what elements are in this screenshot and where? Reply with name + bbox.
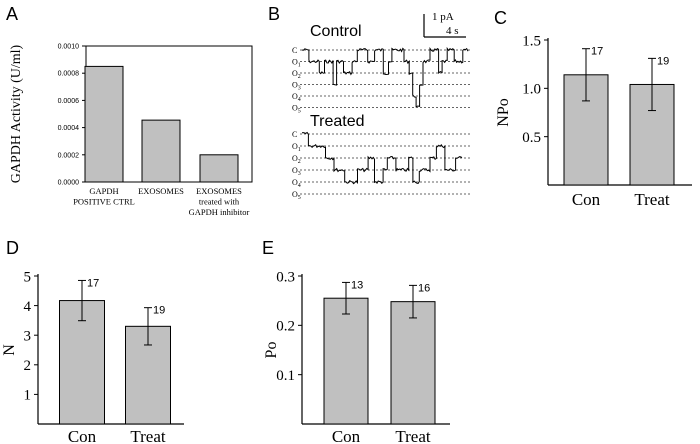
panel-letter-e: E — [262, 238, 274, 258]
panel-c-bar — [629, 83, 675, 186]
control-level-label: O5 — [292, 104, 301, 115]
panel-d-ytick-label: 3 — [24, 328, 32, 344]
panel-letter-c: C — [494, 8, 507, 28]
panel-d-ylabel: N — [1, 344, 18, 356]
panel-a-ytick-label: 0.0008 — [58, 71, 80, 78]
panel-c-ytick-label: 0.5 — [522, 130, 541, 146]
control-level-label: O2 — [292, 69, 301, 80]
panel-d-ytick-label: 5 — [24, 269, 32, 285]
panel-a-ytick-label: 0.0002 — [58, 152, 80, 159]
panel-letter-b: B — [268, 4, 280, 24]
panel-a-category-label: GAPDH — [89, 186, 118, 196]
panel-a-bar — [141, 119, 181, 183]
control-level-label: C — [292, 46, 297, 55]
panel-a-chart: 0.0000 0.0002 0.0004 0.0006 0.0008 0.0010 GAPD… — [9, 43, 253, 217]
panel-d-category-label: Con — [68, 427, 97, 444]
panel-a-ytick-label: 0.0000 — [58, 179, 80, 186]
panel-e-n-label: 16 — [418, 282, 430, 294]
panel-e-chart: 0.1 0.2 0.3 Po 13 Con 16 Treat — [263, 269, 450, 444]
bar-charts: 0.0000 0.0002 0.0004 0.0006 0.0008 0.0010 GAPD… — [1, 33, 692, 444]
panel-c-n-label: 17 — [591, 46, 603, 58]
panel-c-chart: 0.5 1.0 1.5 NPo 17 Con 19 Treat — [495, 33, 692, 209]
panel-a-ytick-label: 0.0006 — [58, 98, 80, 105]
panel-e-ytick-label: 0.3 — [276, 269, 295, 285]
panel-a-bar — [199, 154, 239, 183]
control-level-label: O1 — [292, 58, 301, 69]
panel-a-ytick-label: 0.0004 — [58, 125, 80, 132]
treated-trace — [301, 131, 463, 185]
treated-level-label: O5 — [292, 190, 301, 201]
panel-d-ytick-label: 2 — [24, 358, 32, 374]
panel-e-ylabel: Po — [263, 342, 280, 359]
panel-d-n-label: 17 — [87, 277, 99, 289]
scale-time-label: 4 s — [446, 25, 459, 37]
panel-e-bar — [390, 301, 436, 425]
panel-d-category-label: Treat — [130, 427, 166, 444]
control-trace — [301, 46, 469, 108]
control-level-label: O4 — [292, 92, 301, 103]
panel-a-category-label: EXOSOMES — [196, 186, 242, 196]
treated-level-label: O2 — [292, 154, 301, 165]
panel-c-category-label: Treat — [634, 190, 670, 209]
panel-e-ytick-label: 0.2 — [276, 319, 295, 335]
panel-e-ytick-label: 0.1 — [276, 368, 295, 384]
panel-d-ytick-label: 4 — [24, 299, 32, 315]
panel-a-category-label: GAPDH inhibitor — [189, 207, 250, 217]
panel-c-n-label: 19 — [657, 55, 669, 67]
scale-current-label: 1 pA — [432, 11, 454, 23]
treated-level-label: O4 — [292, 178, 301, 189]
treated-level-label: O3 — [292, 166, 301, 177]
treated-level-label: O1 — [292, 142, 301, 153]
control-level-label: O3 — [292, 81, 301, 92]
panel-c-ytick-label: 1.0 — [522, 82, 541, 98]
panel-e-bar — [323, 297, 369, 425]
control-label: Control — [310, 23, 362, 40]
panel-e-category-label: Treat — [395, 427, 431, 444]
panel-c-ytick-label: 1.5 — [522, 33, 541, 49]
treated-label: Treated — [310, 113, 365, 130]
panel-a-category-label: treated with — [199, 197, 240, 207]
panel-e-n-label: 13 — [351, 279, 363, 291]
panel-a-bar — [84, 65, 124, 183]
panel-d-chart: 1 2 3 4 5 N 17 Con 19 Treat — [1, 269, 184, 444]
panel-c-category-label: Con — [572, 190, 601, 209]
panel-a-ylabel: GAPDH Activity (U/ml) — [9, 44, 24, 183]
treated-level-label: C — [292, 130, 297, 139]
panel-c-ylabel: NPo — [495, 98, 512, 126]
panel-e-category-label: Con — [332, 427, 361, 444]
panel-letter-a: A — [6, 4, 18, 24]
scale-bar: 1 pA 4 s — [423, 11, 466, 38]
panel-d-n-label: 19 — [153, 305, 165, 317]
panel-a-ytick-label: 0.0010 — [58, 43, 80, 50]
panel-a-category-label: EXOSOMES — [138, 186, 184, 196]
panel-d-ytick-label: 1 — [24, 388, 32, 404]
panel-a-category-label: POSITIVE CTRL — [73, 197, 135, 207]
panel-letter-d: D — [6, 238, 19, 258]
